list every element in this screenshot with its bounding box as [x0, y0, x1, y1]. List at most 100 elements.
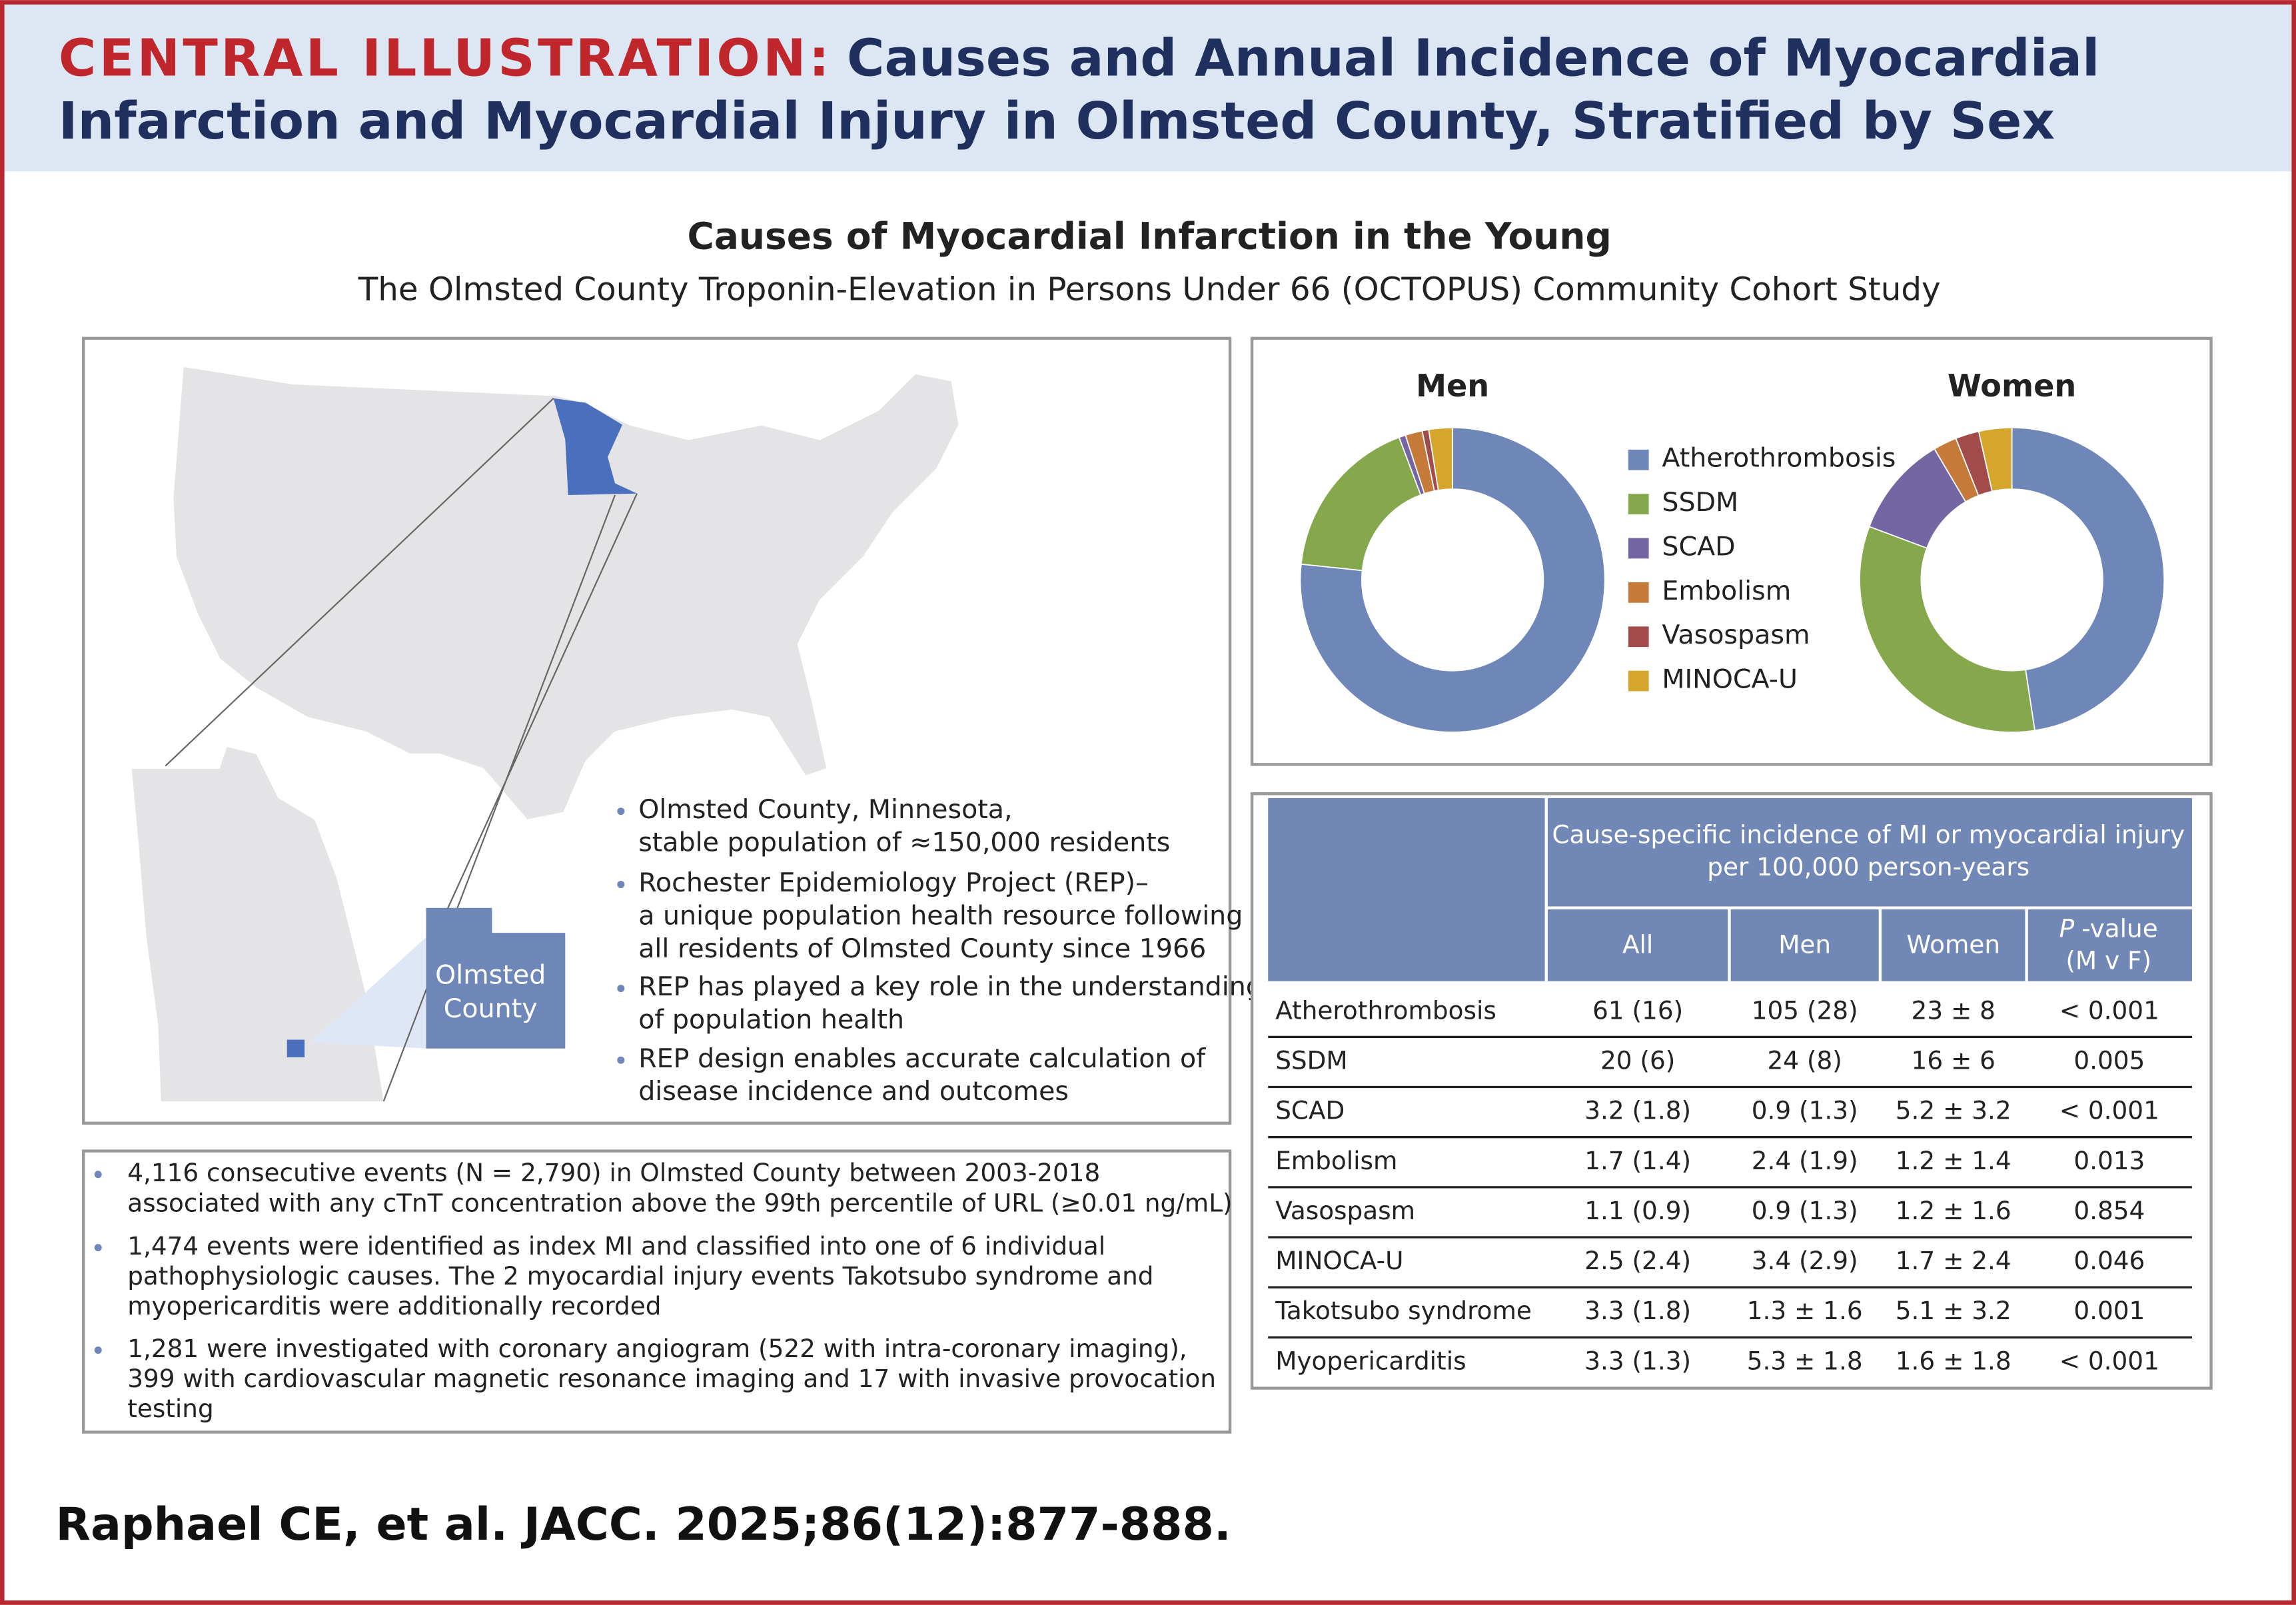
bullet-text: myopericarditis were additionally record… [127, 1291, 661, 1321]
minnesota-zoom [131, 746, 384, 1101]
donuts: Men Women [1299, 368, 2165, 733]
row-label: Vasospasm [1275, 1196, 1415, 1225]
subheading: The Olmsted County Troponin-Elevation in… [358, 271, 1941, 308]
table-cell: 16 ± 6 [1912, 1045, 1996, 1075]
row-label: Takotsubo syndrome [1275, 1296, 1532, 1325]
bullet-text: Olmsted County, Minnesota, [638, 794, 1012, 825]
table-cell: 1.3 ± 1.6 [1747, 1296, 1863, 1325]
column-header: (M v F) [2065, 946, 2151, 975]
bullet-dot [617, 807, 625, 815]
legend-label: SCAD [1662, 531, 1735, 562]
bullet-text: associated with any cTnT concentration a… [127, 1188, 1232, 1217]
bullet-text: 399 with cardiovascular magnetic resonan… [127, 1364, 1216, 1393]
table: Cause-specific incidence of MI or myocar… [1268, 798, 2192, 1375]
table-cell: 3.3 (1.3) [1584, 1346, 1691, 1375]
table-cell: 105 (28) [1752, 995, 1858, 1025]
bullet-text: REP design enables accurate calculation … [638, 1043, 1206, 1074]
bullet-text: a unique population health resource foll… [638, 901, 1243, 931]
table-cell: 1.7 (1.4) [1584, 1146, 1691, 1175]
zoom-line [382, 494, 616, 1102]
table-cell: 0.001 [2073, 1296, 2145, 1325]
donut-segment [1859, 526, 2035, 733]
bullet-dot [94, 1244, 102, 1252]
column-header: Men [1778, 929, 1831, 959]
table-cell: < 0.001 [2059, 1096, 2159, 1125]
legend-swatch [1628, 670, 1649, 692]
zoom-line [446, 493, 638, 911]
bullet-dot [617, 881, 625, 889]
table-cell: 23 ± 8 [1912, 995, 1996, 1025]
olmsted-marker [287, 1039, 305, 1057]
bullet-dot [94, 1346, 102, 1354]
legend-label: Vasospasm [1662, 620, 1810, 650]
bullet-text: 4,116 consecutive events (N = 2,790) in … [127, 1158, 1100, 1187]
table-cell: 5.3 ± 1.8 [1747, 1346, 1863, 1375]
bullet-text: Rochester Epidemiology Project (REP)– [638, 867, 1149, 898]
table-cell: 0.9 (1.3) [1752, 1196, 1858, 1225]
olmsted-box [426, 907, 566, 1049]
column-header: P -value [2059, 913, 2158, 943]
summary-panel [82, 1149, 1232, 1434]
table-cell: 2.4 (1.9) [1752, 1146, 1858, 1175]
donut-title: Women [1948, 368, 2076, 404]
bullet-text: all residents of Olmsted County since 19… [638, 933, 1206, 964]
bullet-text: stable population of ≈150,000 residents [638, 827, 1170, 858]
table-cell: 20 (6) [1600, 1045, 1675, 1075]
legend-swatch [1628, 582, 1649, 603]
us-map [172, 365, 960, 821]
donut-segment [1978, 427, 2013, 492]
donut-title: Men [1416, 368, 1489, 404]
bullet-text: of population health [638, 1005, 904, 1035]
table-cell: 1.2 ± 1.4 [1896, 1146, 2011, 1175]
pvalue-text: -value [2081, 913, 2158, 943]
map-bullets: Olmsted County, Minnesota,stable populat… [617, 794, 1263, 1107]
header-line: Infarction and Myocardial Injury in Olms… [59, 92, 2055, 151]
table-cell: 1.7 ± 2.4 [1896, 1246, 2011, 1275]
column-header: All [1622, 929, 1653, 959]
bullet-text: disease incidence and outcomes [638, 1076, 1069, 1107]
table-cell: 3.2 (1.8) [1584, 1096, 1691, 1125]
table-cell: 61 (16) [1592, 995, 1683, 1025]
header-title: CENTRAL ILLUSTRATION: Causes and Annual I… [59, 29, 2099, 88]
county-label: County [444, 993, 538, 1024]
legend-swatch [1628, 538, 1649, 559]
legend-label: SSDM [1662, 487, 1738, 518]
table-cell: 0.046 [2073, 1246, 2145, 1275]
row-label: SCAD [1275, 1096, 1345, 1125]
bullet-text: testing [127, 1394, 214, 1423]
legend: Atherothrombosis SSDM SCAD Embolism Vasospas… [1628, 443, 1896, 695]
legend-label: Embolism [1662, 576, 1791, 606]
legend-label: Atherothrombosis [1662, 443, 1896, 474]
bullet-text: 1,474 events were identified as index MI… [127, 1231, 1105, 1261]
donut-segment [2011, 427, 2165, 732]
table-cell: 5.1 ± 3.2 [1896, 1296, 2011, 1325]
minnesota [553, 398, 638, 495]
bullet-dot [617, 985, 625, 993]
table-cell: 0.013 [2073, 1146, 2145, 1175]
zoom-wedge [310, 937, 426, 1049]
bullet-text: REP has played a key role in the underst… [638, 971, 1263, 1002]
row-label: Myopericarditis [1275, 1346, 1466, 1375]
legend-swatch [1628, 449, 1649, 470]
group-header: Cause-specific incidence of MI or myocar… [1552, 820, 2185, 849]
table-cell: 1.1 (0.9) [1584, 1196, 1691, 1225]
row-label: Embolism [1275, 1146, 1397, 1175]
citation: Raphael CE, et al. JACC. 2025;86(12):877… [56, 1498, 1231, 1551]
donut-segment [1428, 427, 1454, 491]
donut-segment [1300, 436, 1422, 572]
table-cell: 24 (8) [1767, 1045, 1842, 1075]
zoom-line [165, 398, 554, 767]
table-cell: 0.005 [2073, 1045, 2145, 1075]
summary: 4,116 consecutive events (N = 2,790) in … [94, 1158, 1233, 1423]
legend-swatch [1628, 626, 1649, 648]
bullet-text: 1,281 were investigated with coronary an… [127, 1334, 1187, 1363]
header-band [4, 4, 2292, 172]
table-cell: < 0.001 [2059, 995, 2159, 1025]
pvalue-italic: P [2059, 913, 2075, 943]
donut-segment [1299, 427, 1606, 733]
table-cell: 1.2 ± 1.6 [1896, 1196, 2011, 1225]
bullet-dot [617, 1056, 625, 1064]
table-cell: < 0.001 [2059, 1346, 2159, 1375]
